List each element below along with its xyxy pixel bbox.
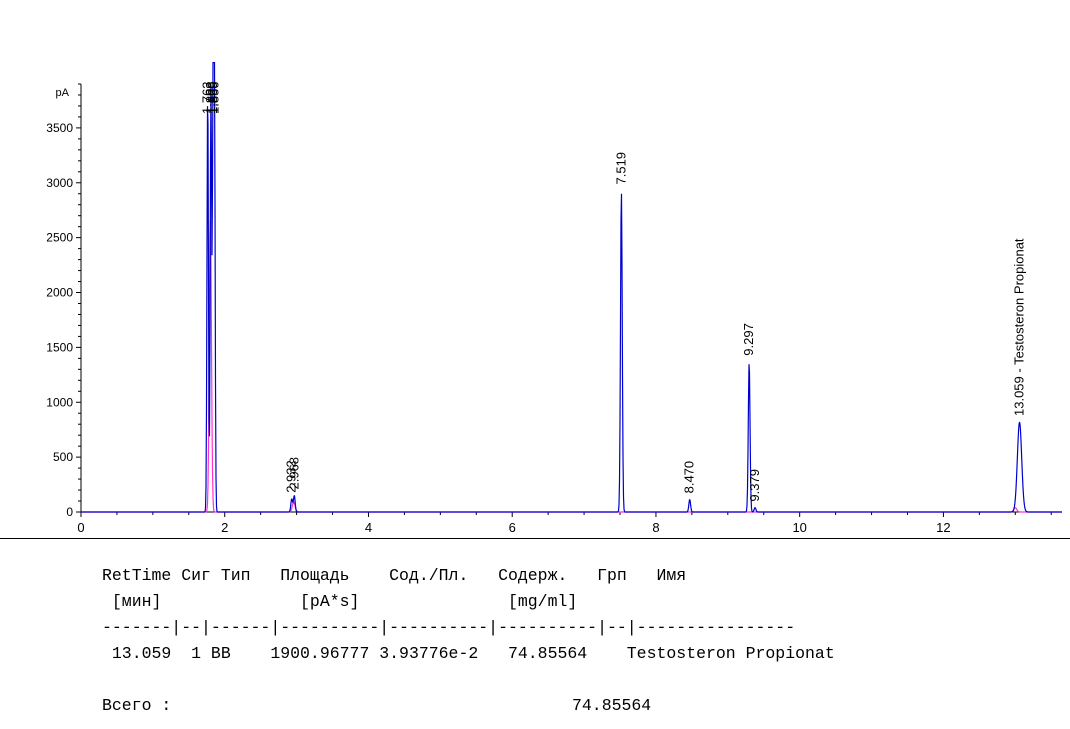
peak-label: 1.839 bbox=[205, 81, 220, 114]
report-separator bbox=[0, 538, 1070, 539]
x-tick-label: 0 bbox=[77, 520, 84, 535]
x-tick-label: 2 bbox=[221, 520, 228, 535]
peak-label: 8.470 bbox=[682, 461, 697, 494]
x-tick-label: 6 bbox=[509, 520, 516, 535]
report-total-value: 74.85564 bbox=[572, 696, 652, 715]
peak-label: 1.856 bbox=[206, 81, 221, 114]
x-tick-label: 4 bbox=[365, 520, 372, 535]
peak-label: 13.059 - Testosteron Propionat bbox=[1012, 238, 1027, 416]
y-tick-label: 0 bbox=[66, 505, 73, 519]
report-total-label: Всего : bbox=[102, 696, 172, 715]
y-tick-label: 2500 bbox=[46, 231, 73, 245]
x-tick-label: 10 bbox=[792, 520, 806, 535]
peak-label: 7.519 bbox=[613, 152, 628, 185]
chart-axes: 0 500 1000 1500 2000 2500 3000 3500 pA 0 2 4 6 8 10 12 bbox=[46, 83, 1062, 535]
y-tick-label: 3500 bbox=[46, 121, 73, 135]
y-tick-label: 1500 bbox=[46, 340, 73, 354]
report-data-row: 13.059 1 BB 1900.96777 3.93776e-2 74.855… bbox=[102, 644, 835, 663]
peak-label: 2.932 bbox=[284, 460, 299, 493]
y-tick-label: 2000 bbox=[46, 286, 73, 300]
peak-label: 1.808 bbox=[203, 81, 218, 114]
report-divider: -------|--|------|----------|----------|… bbox=[102, 618, 796, 637]
x-tick-label: 12 bbox=[936, 520, 950, 535]
report-units-row: [мин] [pA*s] [mg/ml] bbox=[102, 592, 578, 611]
peak-label: 2.968 bbox=[286, 457, 301, 490]
secondary-signal-trace bbox=[81, 220, 1062, 513]
y-axis-label: pA bbox=[56, 87, 70, 99]
report-header-row: RetTime Сиг Тип Площадь Сод./Пл. Содерж.… bbox=[102, 566, 687, 585]
y-tick-label: 3000 bbox=[46, 176, 73, 190]
main-signal-trace bbox=[81, 62, 1062, 513]
y-tick-label: 1000 bbox=[46, 395, 73, 409]
peak-label: 9.297 bbox=[741, 323, 756, 356]
peak-label: 1.763 bbox=[200, 81, 215, 114]
chart-traces bbox=[81, 62, 1062, 513]
x-tick-label: 8 bbox=[652, 520, 659, 535]
y-tick-label: 500 bbox=[53, 450, 73, 464]
peak-label: 9.379 bbox=[747, 469, 762, 502]
